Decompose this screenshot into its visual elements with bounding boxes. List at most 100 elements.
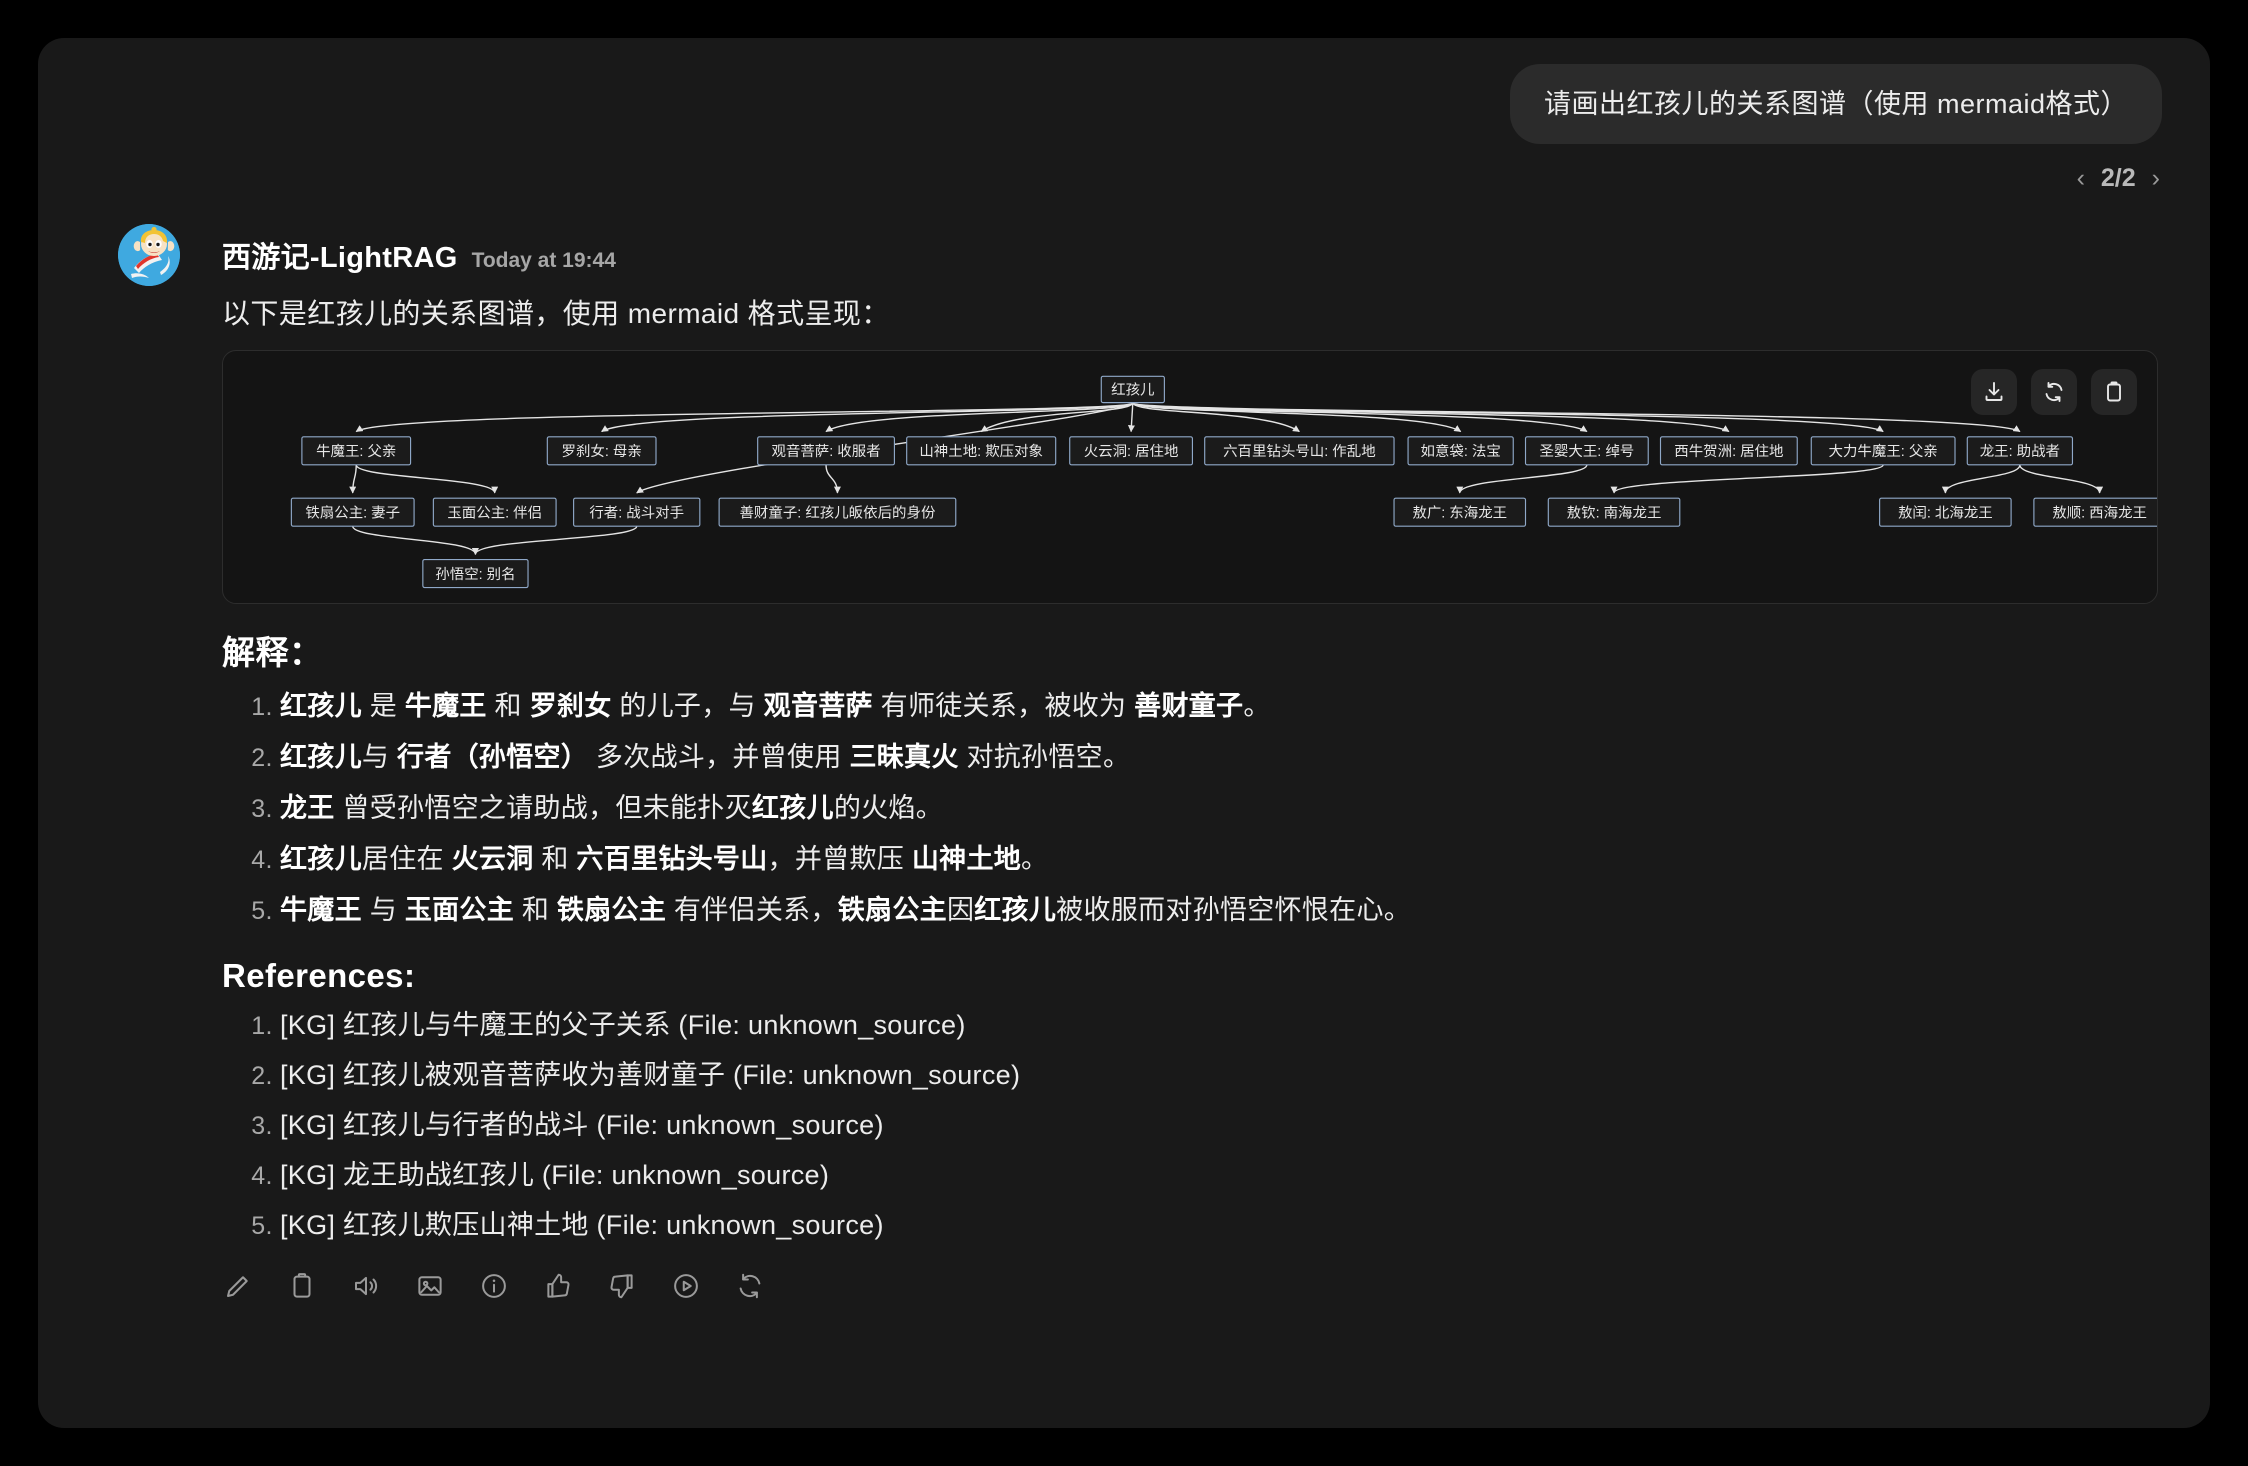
diagram-node-box <box>432 497 557 527</box>
diagram-node[interactable]: 龙王: 助战者 <box>1966 436 2074 466</box>
diagram-node[interactable]: 敖钦: 南海龙王 <box>1547 497 1681 527</box>
diagram-edge <box>1941 464 2021 494</box>
explanation-list: 红孩儿 是 牛魔王 和 罗刹女 的儿子，与 观音菩萨 有师徒关系，被收为 善财童… <box>222 686 2170 931</box>
diagram-node[interactable]: 孙悟空: 别名 <box>422 558 529 589</box>
info-icon <box>479 1271 509 1301</box>
diagram-node[interactable]: 牛魔王: 父亲 <box>301 436 412 466</box>
diagram-node[interactable]: 敖广: 东海龙王 <box>1393 497 1527 527</box>
diagram-node[interactable]: 罗刹女: 母亲 <box>546 436 657 466</box>
diagram-node-box <box>1810 436 1956 466</box>
diagram-node-label: 火云洞: 居住地 <box>1084 443 1179 460</box>
diagram-node-label: 行者: 战斗对手 <box>589 504 684 521</box>
diagram-edge <box>471 525 638 555</box>
diagram-node-label: 圣婴大王: 绰号 <box>1539 443 1634 460</box>
diagram-node[interactable]: 山神土地: 欺压对象 <box>906 436 1057 466</box>
diagram-node-label: 牛魔王: 父亲 <box>316 443 396 460</box>
explanation-item: 牛魔王 与 玉面公主 和 铁扇公主 有伴侣关系，铁扇公主因红孩儿被收服而对孙悟空… <box>280 890 2170 931</box>
diagram-node-label: 大力牛魔王: 父亲 <box>1829 443 1938 460</box>
diagram-node-label: 敖顺: 西海龙王 <box>2052 504 2147 521</box>
diagram-edge <box>1132 401 2021 433</box>
diagram-node-box <box>2033 497 2157 527</box>
diagram-edge <box>355 464 499 494</box>
diagram-edge <box>1610 464 1884 494</box>
reference-item[interactable]: [KG] 红孩儿欺压山神土地 (File: unknown_source) <box>280 1205 2170 1247</box>
explanation-item: 红孩儿与 行者（孙悟空） 多次战斗，并曾使用 三昧真火 对抗孙悟空。 <box>280 737 2170 778</box>
pager-label: 2/2 <box>2100 164 2136 192</box>
reference-item[interactable]: [KG] 红孩儿与牛魔王的父子关系 (File: unknown_source) <box>280 1005 2170 1047</box>
diagram-node[interactable]: 圣婴大王: 绰号 <box>1524 436 1649 466</box>
diagram-node-box <box>1659 436 1798 466</box>
diagram-node[interactable]: 红孩儿 <box>1100 375 1165 404</box>
clipboard-button[interactable] <box>278 1262 326 1310</box>
download-button[interactable] <box>1971 369 2017 415</box>
assistant-timestamp: Today at 19:44 <box>471 249 616 272</box>
edit-icon <box>223 1271 253 1301</box>
diagram-node[interactable]: 敖顺: 西海龙王 <box>2033 497 2158 527</box>
thumbs-up-button[interactable] <box>534 1262 582 1310</box>
avatar[interactable] <box>118 224 180 286</box>
diagram-node-label: 罗刹女: 母亲 <box>562 442 642 460</box>
refresh-button[interactable] <box>726 1262 774 1310</box>
diagram-node-label: 玉面公主: 伴侣 <box>447 504 542 521</box>
edit-button[interactable] <box>214 1262 262 1310</box>
diagram-node[interactable]: 火云洞: 居住地 <box>1069 436 1194 466</box>
diagram-edge <box>349 464 357 494</box>
info-button[interactable] <box>470 1262 518 1310</box>
diagram-edge <box>2019 464 2104 494</box>
diagram-edges <box>349 401 2104 555</box>
diagram-node-box <box>546 436 657 466</box>
diagram-node[interactable]: 如意袋: 法宝 <box>1407 436 1514 466</box>
diagram-edge <box>601 401 1134 433</box>
diagram-node[interactable]: 大力牛魔王: 父亲 <box>1810 436 1956 466</box>
diagram-node-box <box>906 436 1057 466</box>
diagram-node-label: 山神土地: 欺压对象 <box>919 443 1043 460</box>
diagram-node-label: 六百里钻头号山: 作乱地 <box>1223 443 1376 460</box>
diagram-edge <box>352 525 479 555</box>
diagram-node[interactable]: 铁扇公主: 妻子 <box>290 497 415 527</box>
pager-prev-icon[interactable]: ‹ <box>2076 164 2085 192</box>
reference-item[interactable]: [KG] 红孩儿被观音菩萨收为善财童子 (File: unknown_sourc… <box>280 1055 2170 1097</box>
diagram-node[interactable]: 玉面公主: 伴侣 <box>432 497 557 527</box>
refresh-icon <box>735 1271 765 1301</box>
explanation-item: 红孩儿居住在 火云洞 和 六百里钻头号山，并曾欺压 山神土地。 <box>280 839 2170 880</box>
thumbs-down-icon <box>607 1271 637 1301</box>
diagram-node[interactable]: 行者: 战斗对手 <box>573 497 701 527</box>
diagram-node[interactable]: 观音菩萨: 收服者 <box>757 436 895 466</box>
diagram-edge <box>825 464 841 494</box>
user-message-bubble[interactable]: 请画出红孩儿的关系图谱（使用 mermaid格式） <box>1509 64 2162 145</box>
diagram-node-label: 孙悟空: 别名 <box>435 566 515 583</box>
diagram-node-label: 龙王: 助战者 <box>1980 443 2060 460</box>
diagram-node-box <box>290 497 415 527</box>
diagram-node-label: 如意袋: 法宝 <box>1420 442 1500 460</box>
diagram-node-box <box>757 436 895 466</box>
speaker-button[interactable] <box>342 1262 390 1310</box>
explanation-item: 龙王 曾受孙悟空之请助战，但未能扑灭红孩儿的火焰。 <box>280 788 2170 829</box>
user-message-row: 请画出红孩儿的关系图谱（使用 mermaid格式） <box>1509 64 2162 145</box>
message-action-bar <box>214 1262 2170 1310</box>
diagram-node-box <box>1966 436 2074 466</box>
image-button[interactable] <box>406 1262 454 1310</box>
copy-diagram-button[interactable] <box>2091 369 2137 415</box>
mermaid-diagram-container[interactable]: 红孩儿牛魔王: 父亲 罗刹女: 母亲 观音菩萨: 收服者 山神土地: 欺压对象 火云洞:… <box>222 350 2158 604</box>
play-circle-button[interactable] <box>662 1262 710 1310</box>
assistant-message: 西游记-LightRAG Today at 19:44 以下是红孩儿的关系图谱，… <box>80 224 2170 1310</box>
diagram-toolbar <box>1971 369 2137 415</box>
reference-item[interactable]: [KG] 龙王助战红孩儿 (File: unknown_source) <box>280 1155 2170 1197</box>
assistant-author: 西游记-LightRAG <box>222 242 458 274</box>
clipboard-icon <box>2102 380 2126 404</box>
thumbs-down-button[interactable] <box>598 1262 646 1310</box>
chat-panel: 请画出红孩儿的关系图谱（使用 mermaid格式） ‹ 2/2 › <box>38 38 2210 1428</box>
diagram-node[interactable]: 西牛贺洲: 居住地 <box>1659 436 1798 466</box>
clipboard-icon <box>287 1271 317 1301</box>
diagram-node[interactable]: 六百里钻头号山: 作乱地 <box>1204 436 1395 466</box>
refresh-diagram-button[interactable] <box>2031 369 2077 415</box>
references-title: References: <box>222 957 416 995</box>
diagram-node[interactable]: 善财童子: 红孩儿皈依后的身份 <box>718 497 957 527</box>
reference-item[interactable]: [KG] 红孩儿与行者的战斗 (File: unknown_source) <box>280 1105 2170 1147</box>
diagram-node[interactable]: 敖闰: 北海龙王 <box>1879 497 2012 527</box>
diagram-node-box <box>1547 497 1681 527</box>
pager-next-icon[interactable]: › <box>2151 164 2160 192</box>
